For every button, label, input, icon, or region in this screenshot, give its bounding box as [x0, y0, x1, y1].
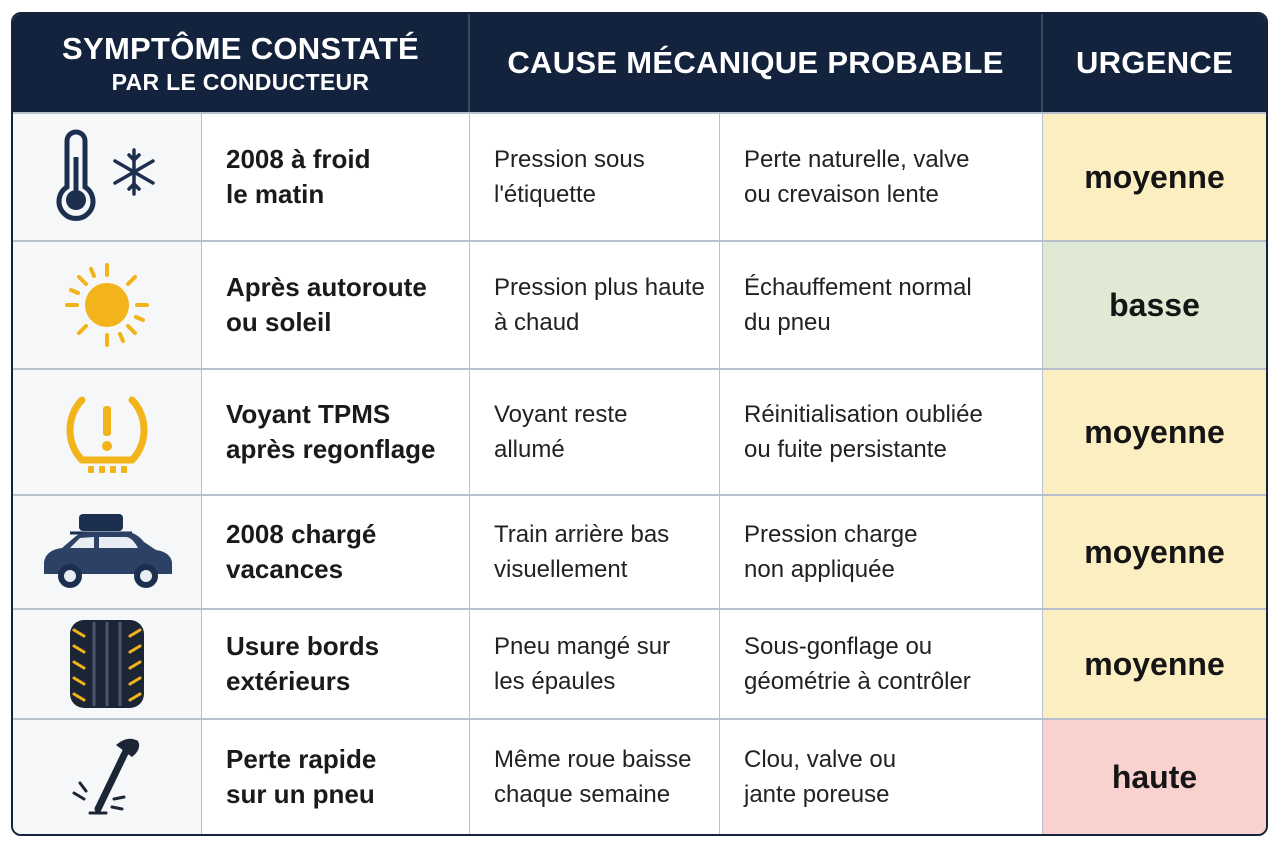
cause-cell: Clou, valve ou jante poreuse [720, 718, 1043, 834]
row-icon-cell [13, 112, 202, 240]
row-icon-cell [13, 718, 202, 834]
observation-cell: Voyant reste allumé [470, 368, 720, 494]
header-urgency-label: URGENCE [1075, 45, 1234, 80]
urgency-label: moyenne [1084, 533, 1225, 570]
urgency-label: moyenne [1084, 158, 1225, 195]
symptom-cell: Perte rapide sur un pneu [202, 718, 470, 834]
urgency-badge: moyenne [1043, 368, 1266, 494]
header-symptom: SYMPTÔME CONSTATÉ PAR LE CONDUCTEUR [13, 14, 470, 112]
header-cause-label: CAUSE MÉCANIQUE PROBABLE [507, 45, 1004, 80]
urgency-badge: haute [1043, 718, 1266, 834]
urgency-label: basse [1109, 286, 1200, 323]
loaded-car-icon [44, 514, 172, 588]
urgency-badge: moyenne [1043, 608, 1266, 718]
observation-line: à chaud [494, 309, 580, 336]
header-cause: CAUSE MÉCANIQUE PROBABLE [470, 14, 1043, 112]
cause-line: du pneu [744, 309, 831, 336]
symptom-line: le matin [226, 179, 325, 209]
observation-line: allumé [494, 436, 565, 463]
diagnostic-table: SYMPTÔME CONSTATÉ PAR LE CONDUCTEUR CAUS… [11, 12, 1268, 836]
observation-line: les épaules [494, 668, 616, 695]
tire-tread-icon [70, 620, 144, 708]
observation-cell: Même roue baisse chaque semaine [470, 718, 720, 834]
cause-line: Pression charge [744, 521, 918, 548]
symptom-line: Perte rapide [226, 744, 377, 774]
urgency-badge: moyenne [1043, 494, 1266, 608]
sun-icon [65, 263, 149, 347]
cause-cell: Sous-gonflage ou géométrie à contrôler [720, 608, 1043, 718]
observation-line: Pression plus haute [494, 274, 705, 301]
cause-cell: Échauffement normal du pneu [720, 240, 1043, 368]
cause-cell: Réinitialisation oubliée ou fuite persist… [720, 368, 1043, 494]
observation-cell: Train arrière bas visuellement [470, 494, 720, 608]
urgency-badge: moyenne [1043, 112, 1266, 240]
cause-line: jante poreuse [744, 781, 890, 808]
observation-cell: Pression plus haute à chaud [470, 240, 720, 368]
cause-line: ou crevaison lente [744, 181, 939, 208]
urgency-label: moyenne [1084, 413, 1225, 450]
urgency-label: moyenne [1084, 645, 1225, 682]
header-symptom-line1: SYMPTÔME CONSTATÉ [61, 30, 419, 66]
urgency-label: haute [1111, 758, 1198, 795]
observation-line: chaque semaine [494, 781, 671, 808]
cause-line: géométrie à contrôler [744, 668, 971, 695]
row-icon-cell [13, 240, 202, 368]
row-icon-cell [13, 494, 202, 608]
cause-cell: Pression charge non appliquée [720, 494, 1043, 608]
nail-icon [72, 738, 140, 815]
symptom-line: 2008 à froid [226, 144, 371, 174]
symptom-line: Usure bords [226, 631, 380, 661]
symptom-line: Voyant TPMS [226, 399, 391, 429]
row-icon-cell [13, 608, 202, 718]
symptom-line: extérieurs [226, 666, 351, 696]
symptom-cell: Après autoroute ou soleil [202, 240, 470, 368]
cause-line: Sous-gonflage ou [744, 633, 933, 660]
symptom-cell: 2008 à froid le matin [202, 112, 470, 240]
cause-line: Réinitialisation oubliée [744, 401, 983, 428]
symptom-line: vacances [226, 554, 344, 584]
observation-line: Pression sous [494, 146, 645, 173]
symptom-cell: Usure bords extérieurs [202, 608, 470, 718]
cause-line: ou fuite persistante [744, 436, 947, 463]
observation-line: l'étiquette [494, 181, 596, 208]
urgency-badge: basse [1043, 240, 1266, 368]
header-symptom-line2: PAR LE CONDUCTEUR [111, 68, 370, 95]
tpms-warning-icon [66, 396, 148, 473]
observation-cell: Pneu mangé sur les épaules [470, 608, 720, 718]
header-urgency: URGENCE [1043, 14, 1266, 112]
observation-line: Pneu mangé sur [494, 633, 671, 660]
observation-line: Même roue baisse [494, 746, 692, 773]
symptom-cell: Voyant TPMS après regonflage [202, 368, 470, 494]
symptom-line: Après autoroute [226, 272, 427, 302]
observation-line: visuellement [494, 556, 628, 583]
symptom-line: sur un pneu [226, 779, 375, 809]
symptom-cell: 2008 chargé vacances [202, 494, 470, 608]
cause-line: Échauffement normal [744, 274, 972, 301]
symptom-line: ou soleil [226, 307, 332, 337]
symptom-line: après regonflage [226, 434, 436, 464]
cause-line: Perte naturelle, valve [744, 146, 970, 173]
observation-line: Voyant reste [494, 401, 628, 428]
observation-line: Train arrière bas [494, 521, 670, 548]
symptom-line: 2008 chargé [226, 519, 377, 549]
observation-cell: Pression sous l'étiquette [470, 112, 720, 240]
row-icon-cell [13, 368, 202, 494]
cause-line: non appliquée [744, 556, 895, 583]
thermometer-snowflake-icon [56, 129, 155, 221]
cause-line: Clou, valve ou [744, 746, 897, 773]
cause-cell: Perte naturelle, valve ou crevaison lente [720, 112, 1043, 240]
